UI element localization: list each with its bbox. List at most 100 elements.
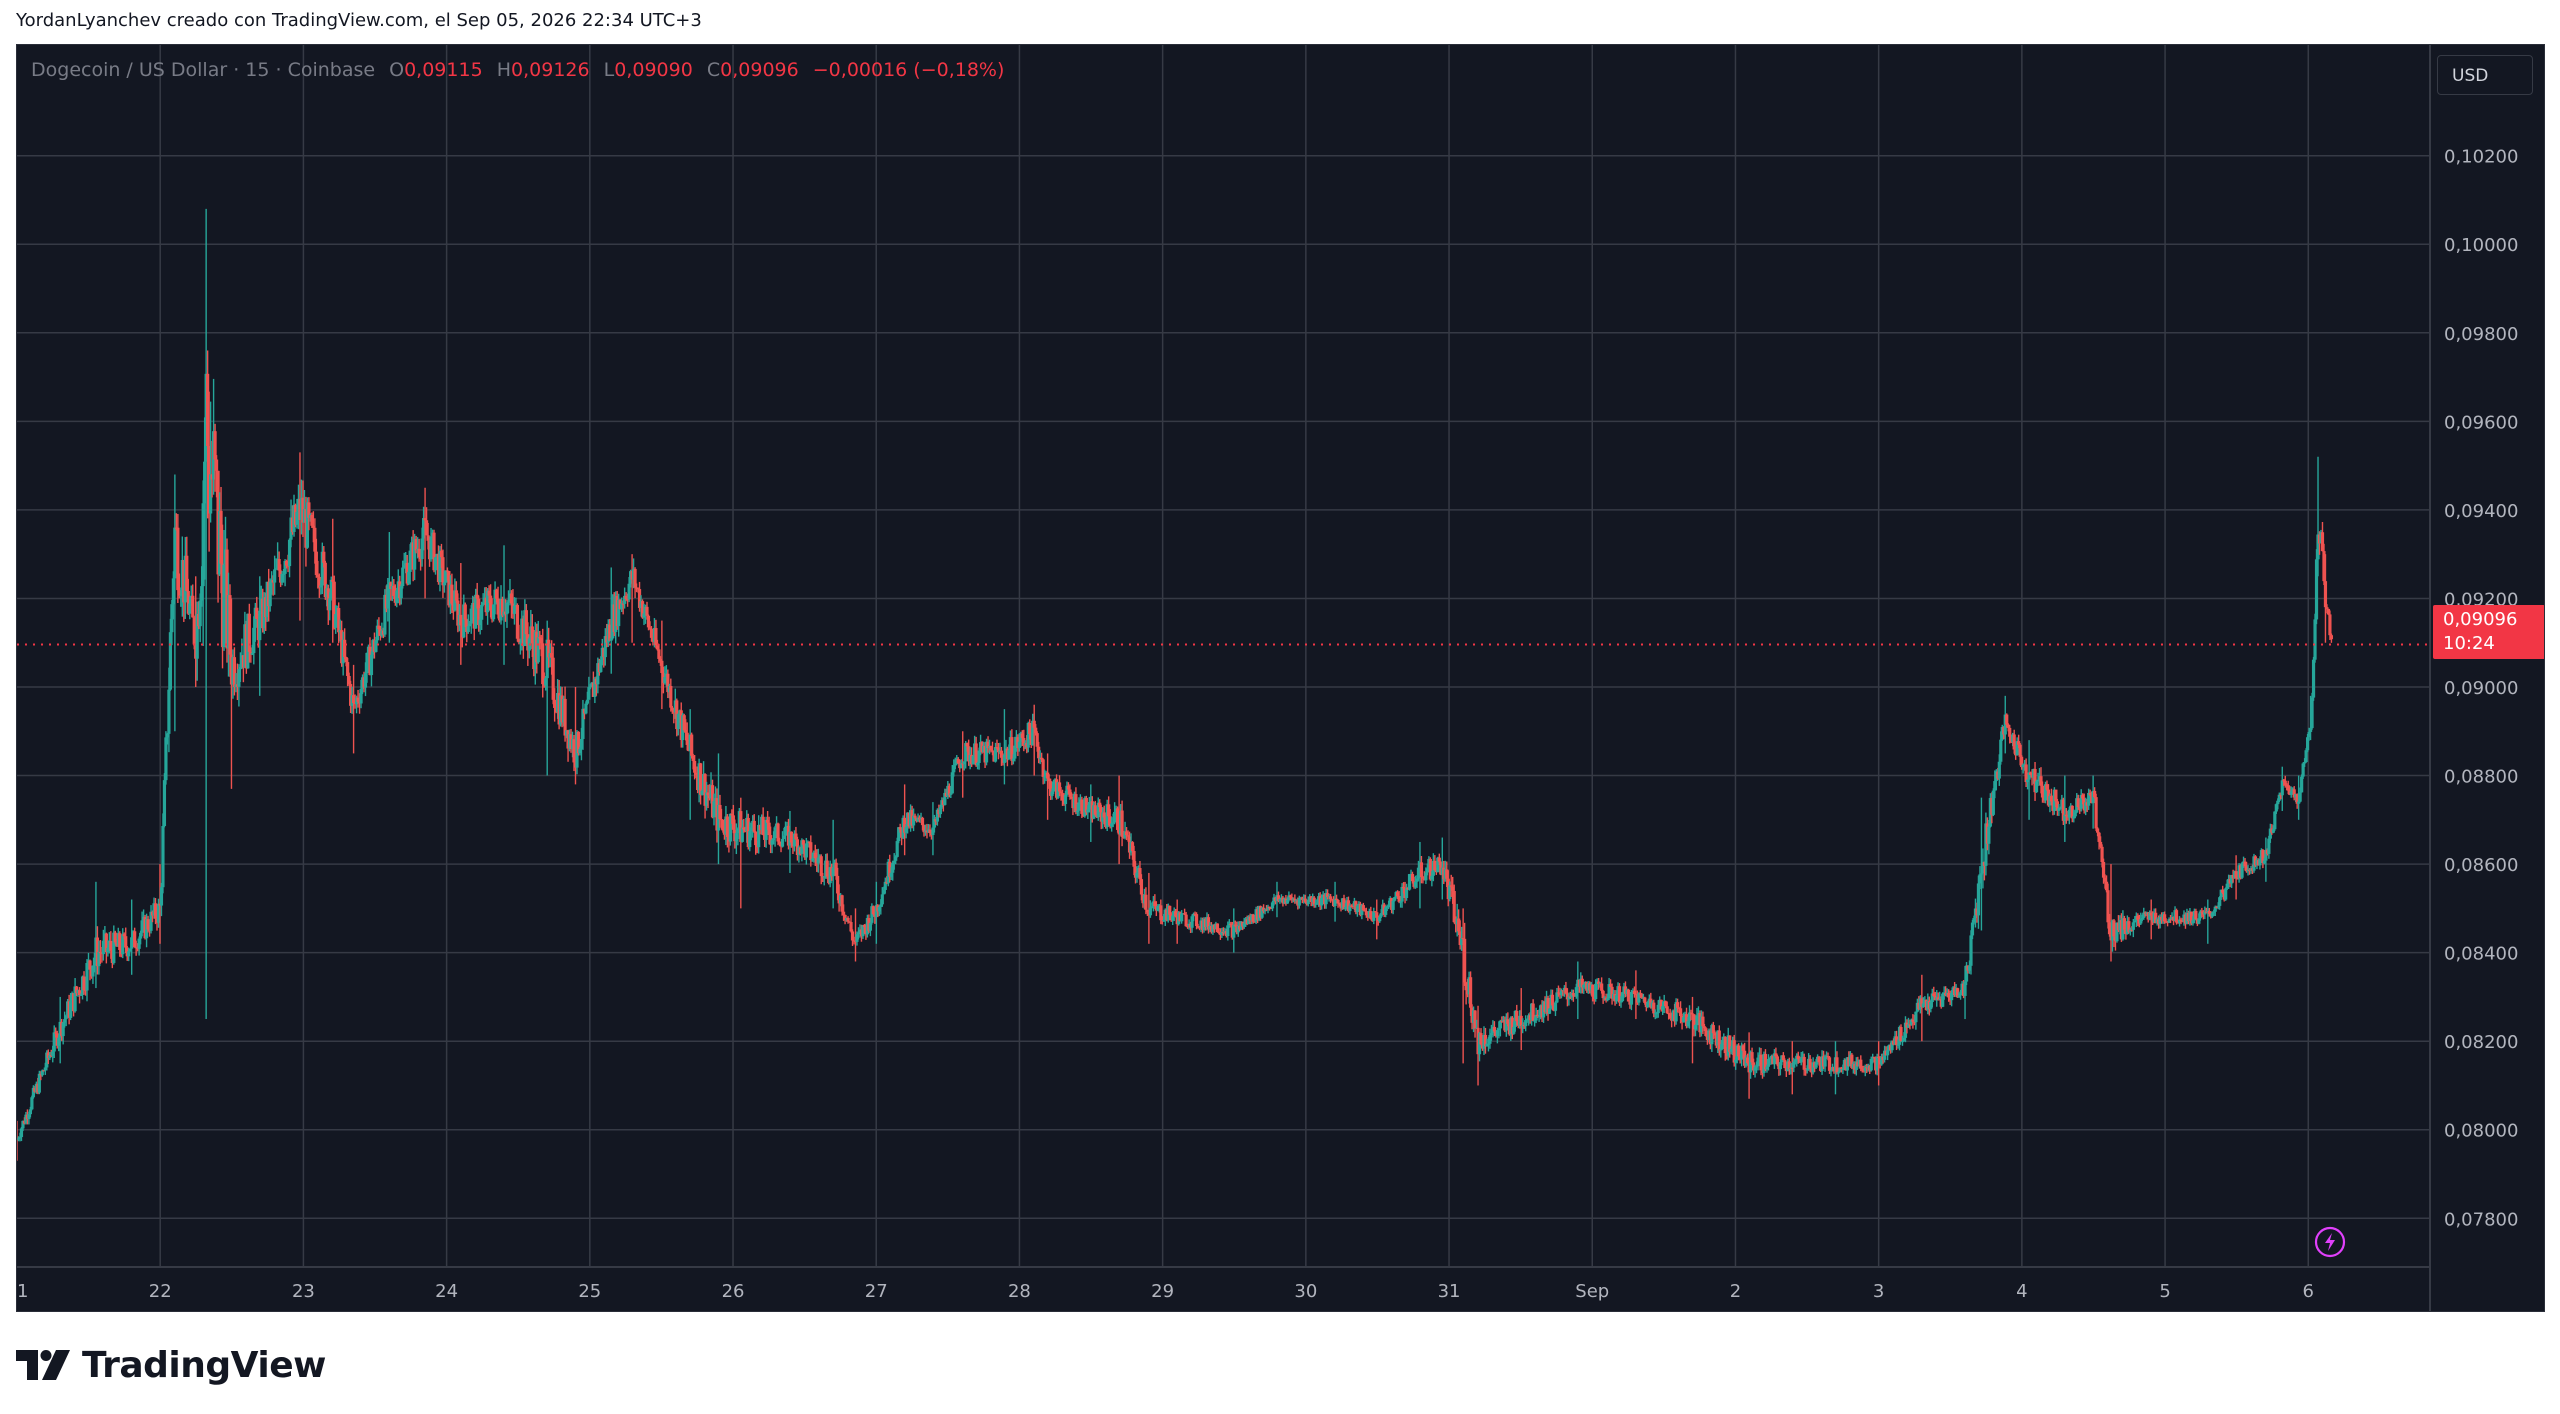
candle-body	[1126, 835, 1130, 837]
candle-body	[620, 603, 624, 609]
candle-body	[1936, 997, 1940, 1000]
candle-body	[179, 595, 183, 597]
candle-body	[1510, 1017, 1514, 1034]
candle-body	[149, 911, 153, 931]
candle-body	[512, 605, 517, 614]
candle-body	[1400, 886, 1404, 902]
candle-body	[551, 657, 555, 700]
candle-body	[1486, 1043, 1491, 1045]
candle-body	[645, 606, 649, 616]
candle-body	[414, 538, 418, 551]
candle-body	[91, 965, 95, 977]
candle-body	[1145, 909, 1150, 913]
candle-body	[1567, 996, 1571, 1000]
candle-body	[1582, 984, 1586, 988]
candle-body	[1606, 998, 1610, 1001]
candle-body	[1987, 826, 1991, 844]
candle-body	[536, 637, 540, 663]
chart-area[interactable]: 0,10200 0,10000 0,09800 0,09600 0,09400 0,092…	[16, 44, 2545, 1312]
candle-body	[1077, 802, 1081, 811]
candle-body	[228, 595, 232, 655]
candle-body	[92, 957, 97, 966]
candle-body	[1637, 993, 1641, 1003]
candle-body	[477, 598, 481, 626]
price-tick-label: 0,10000	[2444, 235, 2518, 256]
candle-body	[947, 785, 951, 795]
candle-body	[1184, 914, 1188, 927]
candle-body	[1171, 915, 1175, 921]
candle-body	[1034, 727, 1038, 734]
candle-body	[2107, 922, 2112, 935]
candle-body	[666, 673, 670, 693]
lightning-bolt-icon[interactable]	[2313, 1225, 2347, 1259]
price-chart[interactable]: 0,102000,100000,098000,096000,094000,092…	[17, 45, 2544, 1311]
candle-body	[1436, 857, 1440, 873]
candle-body	[280, 573, 284, 583]
candle-body	[1437, 857, 1441, 862]
candle-body	[1839, 1067, 1844, 1070]
candle-body	[1750, 1052, 1754, 1063]
candle-body	[1343, 906, 1348, 909]
candle-body	[1326, 893, 1330, 898]
candle-body	[2207, 910, 2211, 914]
candle-body	[690, 734, 694, 756]
candle-body	[2028, 772, 2033, 775]
candle-body	[633, 568, 637, 588]
candle-body	[1348, 905, 1352, 912]
candle-body	[1293, 898, 1297, 901]
candle-body	[1260, 907, 1264, 918]
legend-open-label: O	[389, 59, 405, 81]
currency-button[interactable]: USD	[2437, 55, 2533, 95]
candle-body	[1419, 862, 1424, 878]
candle-body	[2158, 916, 2162, 924]
candle-body	[1110, 823, 1114, 827]
candle-body	[2070, 805, 2074, 819]
candle-body	[1285, 900, 1289, 904]
candle-body	[530, 626, 534, 644]
candle-body	[1057, 782, 1062, 792]
time-tick-label: 28	[1008, 1281, 1031, 1302]
candle-body	[1464, 982, 1468, 991]
candle-body	[2203, 911, 2207, 915]
candle-body	[1278, 899, 1282, 901]
candle-body	[769, 835, 773, 845]
candle-body	[1877, 1056, 1881, 1058]
candle-body	[314, 551, 318, 576]
candle-body	[346, 662, 350, 676]
candle-body	[1751, 1062, 1756, 1071]
candle-body	[295, 511, 299, 525]
candle-body	[850, 931, 855, 941]
candle-body	[2005, 714, 2009, 725]
candle-body	[1046, 772, 1050, 779]
tradingview-brand[interactable]: TradingView	[16, 1342, 326, 1388]
candle-body	[879, 904, 883, 907]
candle-body	[118, 933, 122, 951]
candle-body	[1941, 993, 1945, 1007]
candle-body	[2020, 756, 2024, 768]
candle-body	[693, 760, 697, 773]
candle-body	[1303, 898, 1307, 902]
candle-body	[1534, 1014, 1538, 1021]
candle-body	[2015, 741, 2019, 756]
candle-body	[2122, 918, 2127, 930]
candle-body	[1720, 1040, 1724, 1050]
candle-body	[1132, 850, 1136, 867]
candle-body	[1796, 1055, 1800, 1060]
candle-body	[904, 827, 908, 833]
candle-body	[2329, 635, 2334, 640]
candle-body	[1398, 901, 1403, 903]
candle-body	[1880, 1056, 1884, 1065]
candle-body	[767, 822, 771, 836]
candle-body	[45, 1052, 49, 1068]
candle-body	[1686, 1021, 1690, 1027]
candle-body	[719, 819, 724, 821]
candle-body	[1288, 895, 1292, 898]
candle-body	[1970, 922, 1975, 936]
candle-body	[1425, 868, 1429, 873]
candle-body	[882, 889, 886, 895]
candle-body	[18, 1137, 22, 1139]
candle-body	[2100, 846, 2104, 863]
candle-body	[442, 582, 447, 586]
candle-body	[1741, 1045, 1745, 1051]
legend-symbol[interactable]: Dogecoin / US Dollar · 15 · Coinbase	[31, 59, 376, 81]
